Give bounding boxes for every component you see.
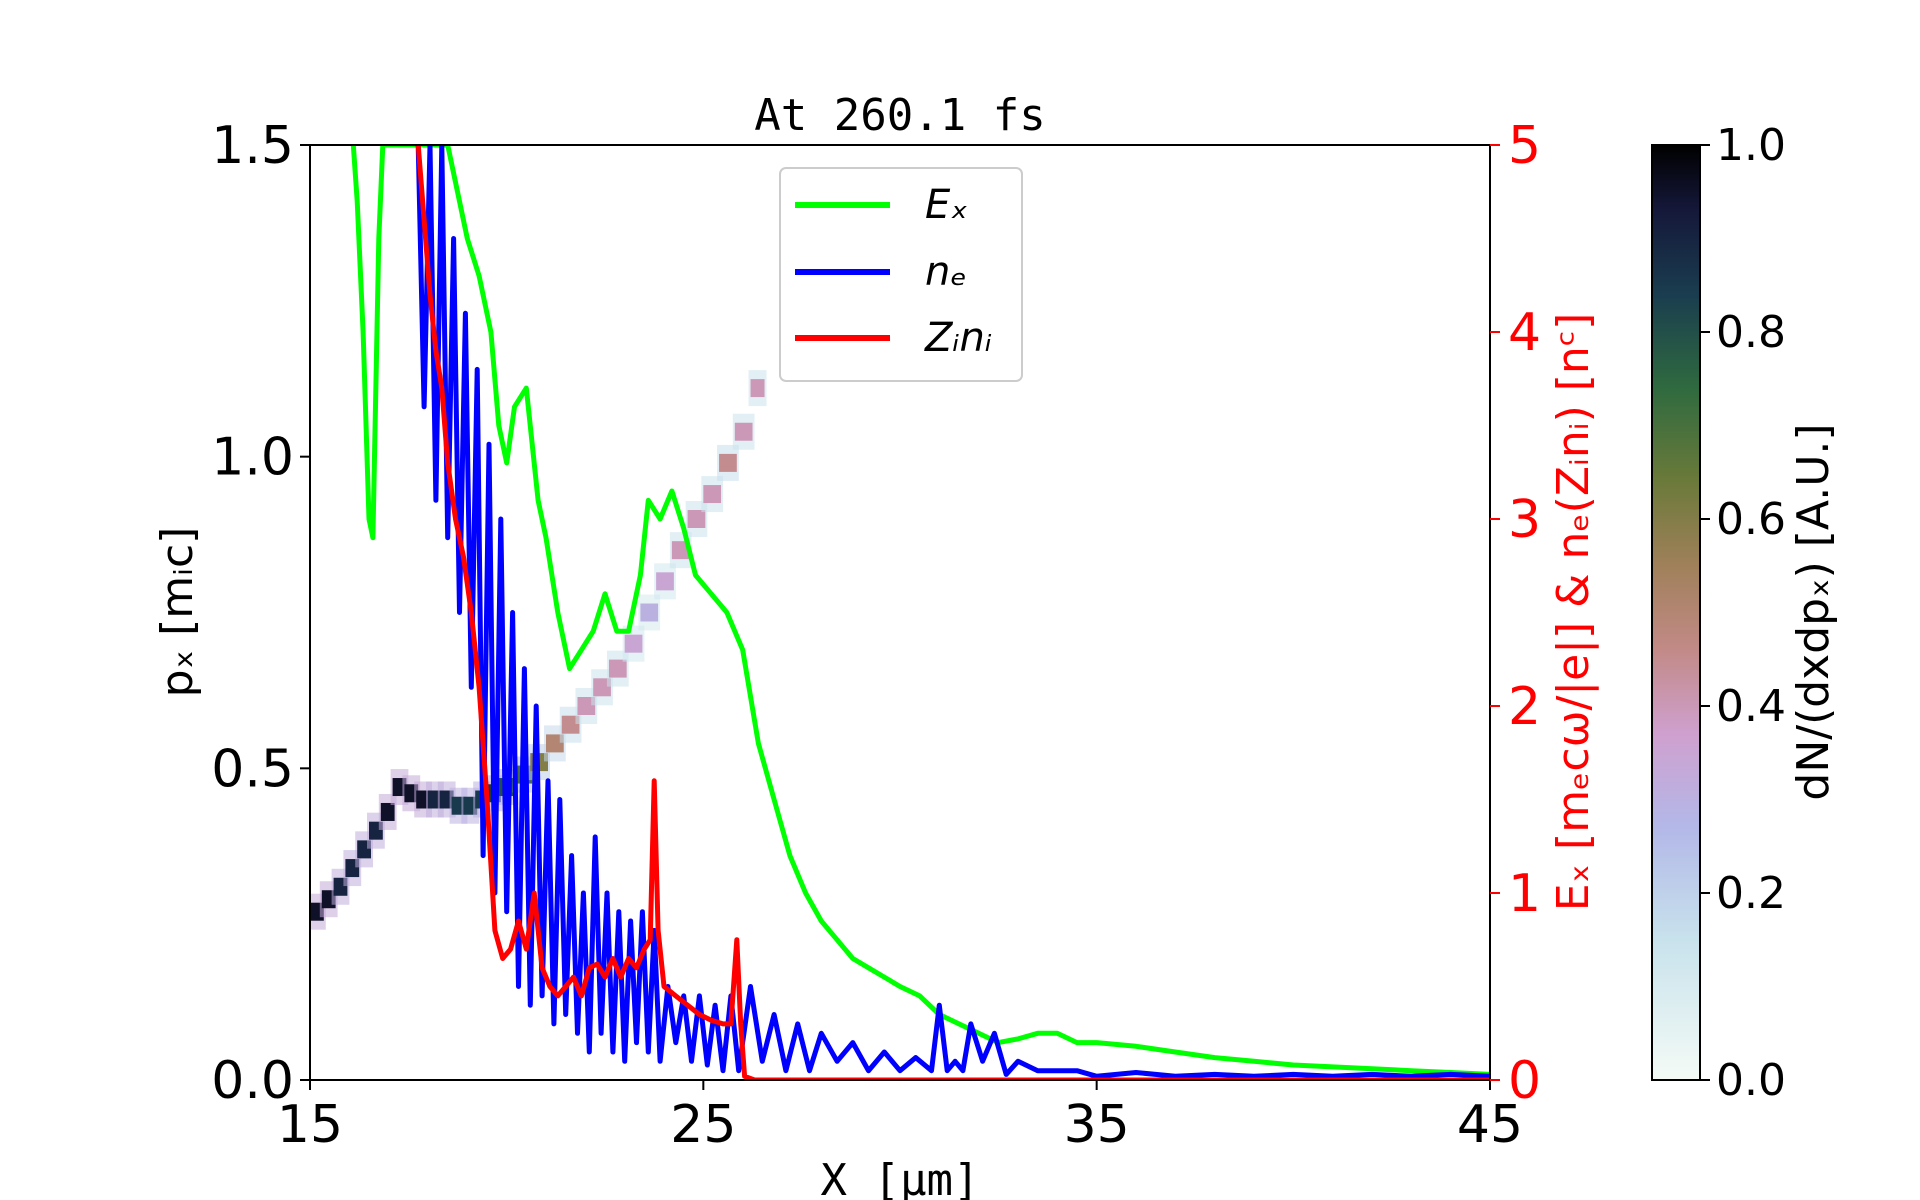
x-tick-label: 35 — [1064, 1095, 1130, 1155]
legend-label-ne: nₑ — [925, 249, 967, 295]
density-cell — [546, 734, 564, 753]
y-left-tick-label: 1.0 — [211, 428, 294, 488]
y-right-tick-label: 2 — [1508, 677, 1541, 737]
plot-frame — [309, 144, 1491, 1081]
colorbar-tick-label: 0.6 — [1716, 494, 1786, 545]
legend-label-zini: Zᵢnᵢ — [924, 315, 992, 361]
y-right-axis-ticks: 0 1 2 3 4 5 — [1490, 116, 1541, 1111]
legend: Eₓ nₑ Zᵢnᵢ — [779, 167, 1023, 382]
density-cell — [561, 715, 580, 734]
y-right-tick-label: 1 — [1508, 864, 1541, 924]
colorbar-tick-label: 1.0 — [1716, 120, 1786, 171]
density-cell — [671, 541, 690, 560]
y-left-axis-label: pₓ [mᵢc] — [152, 527, 203, 698]
x-axis-label: X [μm] — [821, 1155, 980, 1200]
x-tick-label: 25 — [670, 1095, 736, 1155]
x-tick-label: 15 — [277, 1095, 343, 1155]
y-right-tick-label: 3 — [1508, 490, 1541, 550]
colorbar-ticks: 0.0 0.2 0.4 0.6 0.8 1.0 — [1700, 120, 1786, 1106]
colorbar: 0.0 0.2 0.4 0.6 0.8 1.0 dN/(dxdpₓ) [A.U.] — [1651, 120, 1839, 1106]
colorbar-tick-label: 0.8 — [1716, 307, 1786, 358]
chart-title: At 260.1 fs — [754, 90, 1045, 141]
density-cell — [593, 678, 611, 697]
density-cell — [750, 379, 765, 398]
series-line-ex — [350, 145, 1490, 1077]
density-cell — [640, 603, 659, 622]
colorbar-gradient — [1651, 144, 1701, 1081]
colorbar-label: dN/(dxdpₓ) [A.U.] — [1788, 423, 1839, 800]
density-cell — [380, 802, 395, 821]
density-cell — [719, 453, 737, 472]
y-right-tick-label: 0 — [1508, 1051, 1541, 1111]
colorbar-tick-label: 0.0 — [1716, 1055, 1786, 1106]
density-cell — [624, 634, 643, 653]
colorbar-tick-label: 0.2 — [1716, 868, 1786, 919]
x-axis-ticks: 15 25 35 45 — [277, 1080, 1523, 1155]
series-lines — [350, 145, 1490, 1080]
y-left-tick-label: 1.5 — [211, 116, 294, 176]
density-cell — [703, 485, 722, 504]
density-cell — [656, 572, 674, 591]
y-right-axis-label: Eₓ [mₑcω/|e|] & nₑ(Zᵢnᵢ) [nᶜ] — [1548, 313, 1599, 912]
density-cell — [687, 510, 706, 528]
colorbar-tick-label: 0.4 — [1716, 681, 1786, 732]
density-cell — [608, 659, 627, 678]
legend-box — [779, 167, 1023, 382]
legend-label-ex: Eₓ — [925, 182, 968, 228]
series-line-ne — [415, 145, 1490, 1079]
y-left-tick-label: 0.5 — [211, 739, 294, 799]
density-cell — [577, 697, 596, 715]
y-right-tick-label: 4 — [1508, 303, 1541, 363]
x-tick-label: 45 — [1457, 1095, 1523, 1155]
y-left-tick-label: 0.0 — [211, 1051, 294, 1111]
density-cell — [734, 422, 753, 441]
y-left-axis-ticks: 0.0 0.5 1.0 1.5 — [211, 116, 310, 1111]
y-right-tick-label: 5 — [1508, 116, 1541, 176]
series-line-zini — [415, 145, 1490, 1080]
